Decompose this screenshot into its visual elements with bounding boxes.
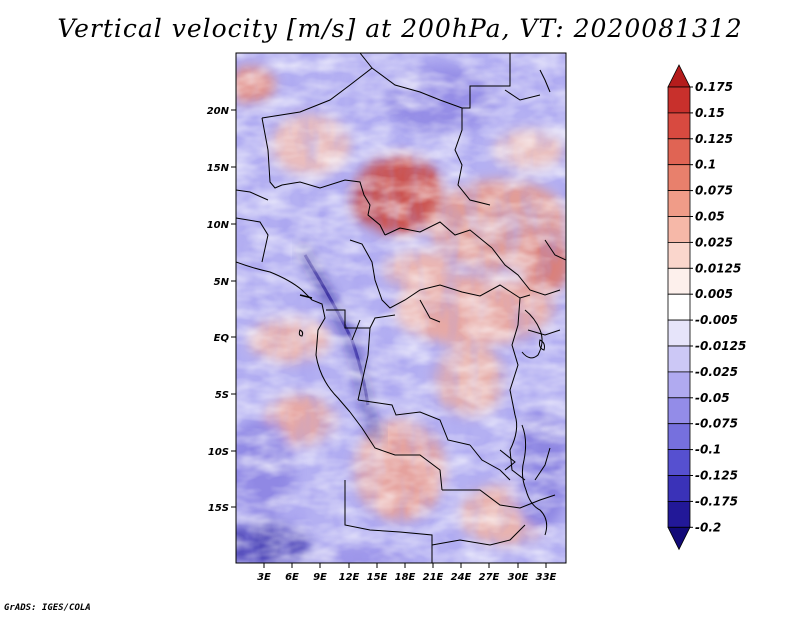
- colorbar-swatch: [667, 397, 691, 425]
- lon-label-30e: 30E: [508, 572, 529, 583]
- colorbar-swatch: [667, 164, 691, 191]
- colorbar-swatch: [667, 345, 691, 373]
- colorbar-swatch: [667, 319, 691, 347]
- colorbar-swatch: [667, 216, 691, 243]
- latitude-axis: [231, 109, 236, 508]
- colorbar-swatch: [667, 138, 691, 166]
- colorbar-swatch: [667, 112, 691, 140]
- colorbar-label: 0.175: [695, 80, 733, 94]
- colorbar-swatch: [667, 293, 691, 321]
- lon-label-27e: 27E: [479, 572, 500, 583]
- colorbar-label: -0.0125: [695, 339, 746, 353]
- colorbar-label: -0.2: [695, 520, 721, 534]
- colorbar-swatch: [667, 190, 691, 217]
- lat-label-15n: 15N: [207, 163, 230, 174]
- lon-label-33e: 33E: [536, 572, 557, 583]
- lat-label-eq: EQ: [214, 333, 230, 344]
- lat-label-10n: 10N: [207, 220, 230, 231]
- map-frame: [235, 52, 567, 564]
- lon-label-15e: 15E: [367, 572, 388, 583]
- colorbar-swatch: [667, 371, 691, 399]
- colorbar-label: -0.025: [695, 365, 738, 379]
- colorbar-label: 0.0125: [695, 261, 741, 275]
- colorbar-label: 0.075: [695, 184, 733, 198]
- colorbar-label: -0.175: [695, 494, 738, 508]
- colorbar-label: -0.1: [695, 443, 721, 457]
- lon-label-9e: 9E: [313, 572, 327, 583]
- colorbar-swatch: [667, 423, 691, 451]
- lon-label-6e: 6E: [285, 572, 299, 583]
- colorbar-swatch: [667, 241, 691, 269]
- colorbar-label: -0.05: [695, 391, 730, 405]
- colorbar: [667, 64, 691, 551]
- colorbar-label: -0.075: [695, 417, 738, 431]
- colorbar-arrow-bottom: [667, 526, 691, 551]
- colorbar-label: 0.15: [695, 106, 725, 120]
- colorbar-swatch: [667, 449, 691, 476]
- lon-label-3e: 3E: [257, 572, 271, 583]
- colorbar-label: -0.125: [695, 469, 738, 483]
- colorbar-swatch: [667, 86, 691, 114]
- lat-label-20n: 20N: [207, 106, 230, 117]
- lon-label-21e: 21E: [423, 572, 444, 583]
- lon-label-18e: 18E: [395, 572, 416, 583]
- lon-label-24e: 24E: [451, 572, 472, 583]
- colorbar-swatch: [667, 500, 691, 528]
- colorbar-label: 0.025: [695, 235, 733, 249]
- country-borders: [236, 53, 566, 563]
- lat-label-5n: 5N: [214, 277, 230, 288]
- lon-label-12e: 12E: [339, 572, 360, 583]
- grads-credit: GrADS: IGES/COLA: [4, 603, 91, 613]
- lat-label-5s: 5S: [215, 390, 229, 401]
- velocity-field: [236, 53, 566, 563]
- map-title: Vertical velocity [m/s] at 200hPa, VT: 2…: [57, 14, 743, 43]
- colorbar-arrow-top: [667, 64, 691, 88]
- colorbar-label: 0.1: [695, 158, 716, 172]
- lat-label-15s: 15S: [208, 503, 229, 514]
- colorbar-swatch: [667, 475, 691, 502]
- lat-label-10s: 10S: [208, 447, 229, 458]
- colorbar-label: -0.005: [695, 313, 738, 327]
- colorbar-label: 0.05: [695, 210, 725, 224]
- colorbar-label: 0.005: [695, 287, 733, 301]
- colorbar-label: 0.125: [695, 132, 733, 146]
- colorbar-swatch: [667, 267, 691, 295]
- longitude-axis: [263, 563, 547, 568]
